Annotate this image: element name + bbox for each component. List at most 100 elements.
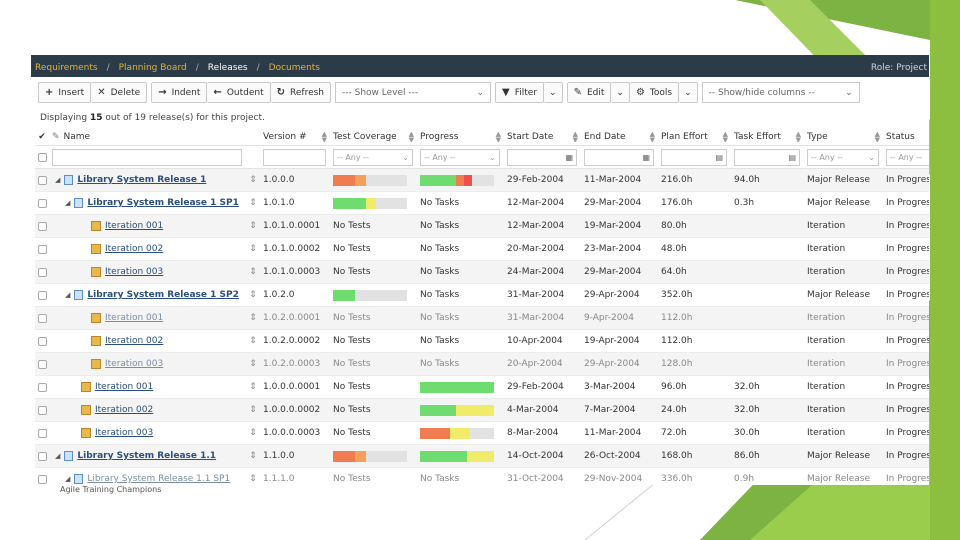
filter-dropdown-button[interactable]: ⌄ bbox=[544, 82, 563, 103]
row-checkbox[interactable] bbox=[37, 451, 47, 461]
row-sort-handle[interactable]: ⇕ bbox=[246, 336, 260, 346]
table-row[interactable]: Iteration 003 ⇕ 1.0.0.0.0003 No Tests 8-Mar-… bbox=[35, 422, 929, 445]
drag-handle-icon[interactable]: ⇕ bbox=[249, 267, 257, 277]
row-checkbox[interactable] bbox=[37, 290, 47, 300]
name-filter-input[interactable] bbox=[52, 148, 242, 166]
row-sort-handle[interactable]: ⇕ bbox=[246, 359, 260, 369]
row-checkbox[interactable] bbox=[37, 474, 47, 484]
row-sort-handle[interactable]: ⇕ bbox=[246, 474, 260, 484]
delete-button[interactable]: ✕ Delete bbox=[91, 82, 148, 103]
tools-button[interactable]: ⚙ Tools bbox=[629, 82, 680, 103]
table-row[interactable]: Iteration 002 ⇕ 1.0.2.0.0002 No Tests No Tas… bbox=[35, 330, 929, 353]
release-name-link[interactable]: Iteration 001 bbox=[105, 221, 164, 231]
column-version[interactable]: Version # ▲ ▼ bbox=[260, 132, 330, 142]
table-row[interactable]: Iteration 002 ⇕ 1.0.0.0.0002 No Tests 4-Mar-… bbox=[35, 399, 929, 422]
drag-handle-icon[interactable]: ⇕ bbox=[249, 290, 257, 300]
drag-handle-icon[interactable]: ⇕ bbox=[249, 359, 257, 369]
column-type[interactable]: Type ▲ ▼ bbox=[804, 132, 883, 142]
status-filter-select[interactable]: -- Any -- bbox=[886, 148, 929, 166]
crumb-requirements[interactable]: Requirements bbox=[35, 62, 98, 73]
collapse-triangle-icon[interactable]: ◢ bbox=[65, 199, 71, 207]
show-level-select[interactable]: --- Show Level --- ⌄ bbox=[335, 82, 492, 103]
select-all-checkmark-icon[interactable]: ✔ bbox=[38, 132, 46, 142]
drag-handle-icon[interactable]: ⇕ bbox=[249, 428, 257, 438]
type-filter-select[interactable]: -- Any -- ⌄ bbox=[807, 148, 879, 166]
column-task-effort[interactable]: Task Effort ▲ ▼ bbox=[731, 132, 804, 142]
row-sort-handle[interactable]: ⇕ bbox=[246, 290, 260, 300]
row-checkbox[interactable] bbox=[37, 336, 47, 346]
release-name-link[interactable]: Library System Release 1 SP1 bbox=[87, 198, 239, 208]
row-checkbox[interactable] bbox=[37, 359, 47, 369]
column-test-coverage[interactable]: Test Coverage ▲ ▼ bbox=[330, 132, 417, 142]
test-coverage-filter-select[interactable]: -- Any -- ⌄ bbox=[333, 148, 413, 166]
table-row[interactable]: Iteration 001 ⇕ 1.0.2.0.0001 No Tests No Tas… bbox=[35, 307, 929, 330]
release-name-link[interactable]: Library System Release 1.1 SP1 bbox=[87, 474, 231, 484]
column-progress[interactable]: Progress ▲ ▼ bbox=[417, 132, 504, 142]
row-sort-handle[interactable]: ⇕ bbox=[246, 175, 260, 185]
row-checkbox[interactable] bbox=[37, 428, 47, 438]
row-sort-handle[interactable]: ⇕ bbox=[246, 221, 260, 231]
version-filter-input[interactable] bbox=[263, 148, 326, 166]
crumb-releases[interactable]: Releases bbox=[207, 62, 248, 73]
release-name-link[interactable]: Iteration 003 bbox=[105, 359, 164, 369]
row-sort-handle[interactable]: ⇕ bbox=[246, 428, 260, 438]
collapse-triangle-icon[interactable]: ◢ bbox=[55, 452, 61, 460]
select-all-checkbox[interactable] bbox=[37, 152, 47, 162]
table-row[interactable]: Iteration 003 ⇕ 1.0.1.0.0003 No Tests No Tas… bbox=[35, 261, 929, 284]
drag-handle-icon[interactable]: ⇕ bbox=[249, 175, 257, 185]
row-checkbox[interactable] bbox=[37, 198, 47, 208]
release-name-link[interactable]: Iteration 003 bbox=[105, 267, 164, 277]
table-row[interactable]: Iteration 002 ⇕ 1.0.1.0.0002 No Tests No Tas… bbox=[35, 238, 929, 261]
edit-dropdown-button[interactable]: ⌄ bbox=[611, 82, 630, 103]
column-end-date[interactable]: End Date ▲ ▼ bbox=[581, 132, 658, 142]
table-row[interactable]: ◢ Library System Release 1 SP1 ⇕ 1.0.1.0 No … bbox=[35, 192, 929, 215]
table-row[interactable]: ◢ Library System Release 1 SP2 ⇕ 1.0.2.0 No … bbox=[35, 284, 929, 307]
drag-handle-icon[interactable]: ⇕ bbox=[249, 313, 257, 323]
drag-handle-icon[interactable]: ⇕ bbox=[249, 405, 257, 415]
row-sort-handle[interactable]: ⇕ bbox=[246, 313, 260, 323]
row-checkbox[interactable] bbox=[37, 267, 47, 277]
row-sort-handle[interactable]: ⇕ bbox=[246, 244, 260, 254]
table-row[interactable]: ◢ Library System Release 1.1 ⇕ 1.1.0.0 14-Oc… bbox=[35, 445, 929, 468]
drag-handle-icon[interactable]: ⇕ bbox=[249, 336, 257, 346]
drag-handle-icon[interactable]: ⇕ bbox=[249, 221, 257, 231]
calculator-icon[interactable]: ▤ bbox=[788, 152, 796, 162]
release-name-link[interactable]: Iteration 002 bbox=[95, 405, 154, 415]
release-name-link[interactable]: Iteration 002 bbox=[105, 336, 164, 346]
table-row[interactable]: Iteration 001 ⇕ 1.0.1.0.0001 No Tests No Tas… bbox=[35, 215, 929, 238]
indent-button[interactable]: → Indent bbox=[151, 82, 208, 103]
column-name[interactable]: ✎ Name bbox=[49, 132, 246, 142]
edit-button[interactable]: ✎ Edit bbox=[566, 82, 612, 103]
crumb-planning-board[interactable]: Planning Board bbox=[118, 62, 187, 73]
row-sort-handle[interactable]: ⇕ bbox=[246, 405, 260, 415]
table-row[interactable]: ◢ Library System Release 1 ⇕ 1.0.0.0 29-Feb-… bbox=[35, 169, 929, 192]
crumb-documents[interactable]: Documents bbox=[268, 62, 320, 73]
row-sort-handle[interactable]: ⇕ bbox=[246, 451, 260, 461]
release-name-link[interactable]: Library System Release 1 SP2 bbox=[87, 290, 239, 300]
drag-handle-icon[interactable]: ⇕ bbox=[249, 451, 257, 461]
insert-button[interactable]: + Insert bbox=[38, 82, 92, 103]
drag-handle-icon[interactable]: ⇕ bbox=[249, 244, 257, 254]
release-name-link[interactable]: Library System Release 1 bbox=[77, 175, 207, 185]
table-row[interactable]: Iteration 001 ⇕ 1.0.0.0.0001 No Tests 29-Feb… bbox=[35, 376, 929, 399]
column-plan-effort[interactable]: Plan Effort ▲ ▼ bbox=[658, 132, 731, 142]
calculator-icon[interactable]: ▤ bbox=[715, 152, 723, 162]
drag-handle-icon[interactable]: ⇕ bbox=[249, 382, 257, 392]
release-name-link[interactable]: Iteration 001 bbox=[95, 382, 154, 392]
release-name-link[interactable]: Iteration 002 bbox=[105, 244, 164, 254]
row-checkbox[interactable] bbox=[37, 405, 47, 415]
progress-filter-select[interactable]: -- Any -- ⌄ bbox=[420, 148, 500, 166]
end-date-filter-input[interactable]: ▦ bbox=[584, 148, 654, 166]
show-hide-columns-select[interactable]: -- Show/hide columns -- ⌄ bbox=[701, 82, 860, 103]
row-checkbox[interactable] bbox=[37, 313, 47, 323]
release-name-link[interactable]: Iteration 003 bbox=[95, 428, 154, 438]
tools-dropdown-button[interactable]: ⌄ bbox=[679, 82, 698, 103]
plan-effort-filter-input[interactable]: ▤ bbox=[661, 148, 727, 166]
collapse-triangle-icon[interactable]: ◢ bbox=[65, 291, 71, 299]
row-checkbox[interactable] bbox=[37, 382, 47, 392]
calendar-icon[interactable]: ▦ bbox=[642, 152, 650, 162]
table-row[interactable]: ◢ Library System Release 1.1 SP1 ⇕ 1.1.1.0 N… bbox=[35, 468, 929, 485]
row-sort-handle[interactable]: ⇕ bbox=[246, 198, 260, 208]
start-date-filter-input[interactable]: ▦ bbox=[507, 148, 577, 166]
column-start-date[interactable]: Start Date ▲ ▼ bbox=[504, 132, 581, 142]
